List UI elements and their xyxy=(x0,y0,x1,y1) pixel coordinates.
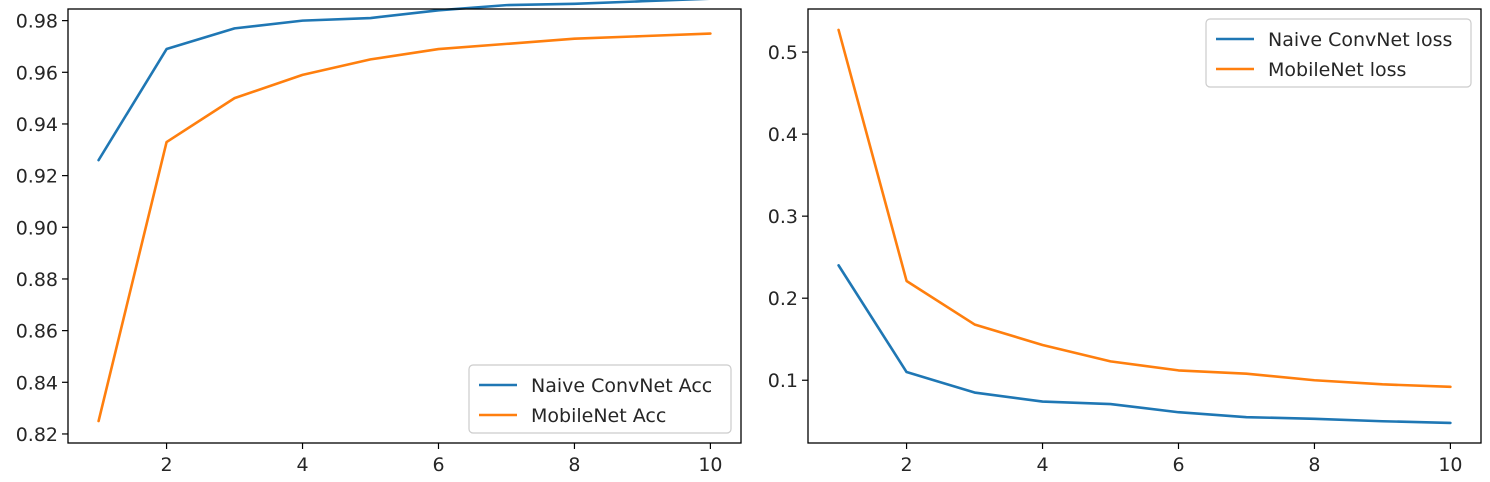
y-tick-label: 0.94 xyxy=(16,114,58,136)
legend: Naive ConvNet loss MobileNet loss xyxy=(1205,18,1472,88)
axes-frame xyxy=(67,8,742,444)
series-line-naive-convnet-acc xyxy=(97,0,710,162)
x-tick-label: 10 xyxy=(1438,454,1462,476)
series-line-mobilenet-loss xyxy=(837,28,1452,389)
x-tick-label: 8 xyxy=(1308,454,1320,476)
y-tick-label: 0.92 xyxy=(16,166,58,188)
x-tick-label: 4 xyxy=(296,454,308,476)
legend-label: MobileNet Acc xyxy=(531,405,666,427)
legend-box xyxy=(468,364,732,434)
axes-frame xyxy=(807,8,1482,444)
y-tick-label: 0.82 xyxy=(16,424,58,446)
x-tick-label: 2 xyxy=(161,454,173,476)
x-tick-label: 10 xyxy=(698,454,722,476)
x-tick-label: 4 xyxy=(1036,454,1048,476)
accuracy-chart: 2 4 6 8 10 0.82 0.84 0.86 0.88 0.90 0.92 0.94 0.96 0.… xyxy=(16,0,742,476)
legend: Naive ConvNet Acc MobileNet Acc xyxy=(468,364,732,434)
x-tick-label: 6 xyxy=(1172,454,1184,476)
series-line-naive-convnet-loss xyxy=(837,264,1452,425)
y-tick-label: 0.88 xyxy=(16,269,58,291)
y-tick-label: 0.98 xyxy=(16,11,58,33)
x-tick-label: 6 xyxy=(432,454,444,476)
y-tick-label: 0.86 xyxy=(16,321,58,343)
x-tick-label: 8 xyxy=(568,454,580,476)
x-tick-label: 2 xyxy=(901,454,913,476)
y-tick-label: 0.4 xyxy=(768,124,798,146)
y-tick-label: 0.2 xyxy=(768,288,798,310)
y-tick-label: 0.3 xyxy=(768,206,798,228)
legend-label: Naive ConvNet loss xyxy=(1268,29,1452,51)
y-tick-label: 0.1 xyxy=(768,370,798,392)
y-tick-label: 0.90 xyxy=(16,217,58,239)
series-line-mobilenet-acc xyxy=(97,32,712,423)
loss-chart: 2 4 6 8 10 0.1 0.2 0.3 0.4 0.5 Naive ConvNet loss M… xyxy=(768,8,1482,476)
legend-label: Naive ConvNet Acc xyxy=(531,375,712,397)
y-tick-label: 0.5 xyxy=(768,42,798,64)
legend-label: MobileNet loss xyxy=(1268,59,1406,81)
legend-box xyxy=(1205,18,1472,88)
y-tick-label: 0.84 xyxy=(16,372,58,394)
y-tick-label: 0.96 xyxy=(16,62,58,84)
